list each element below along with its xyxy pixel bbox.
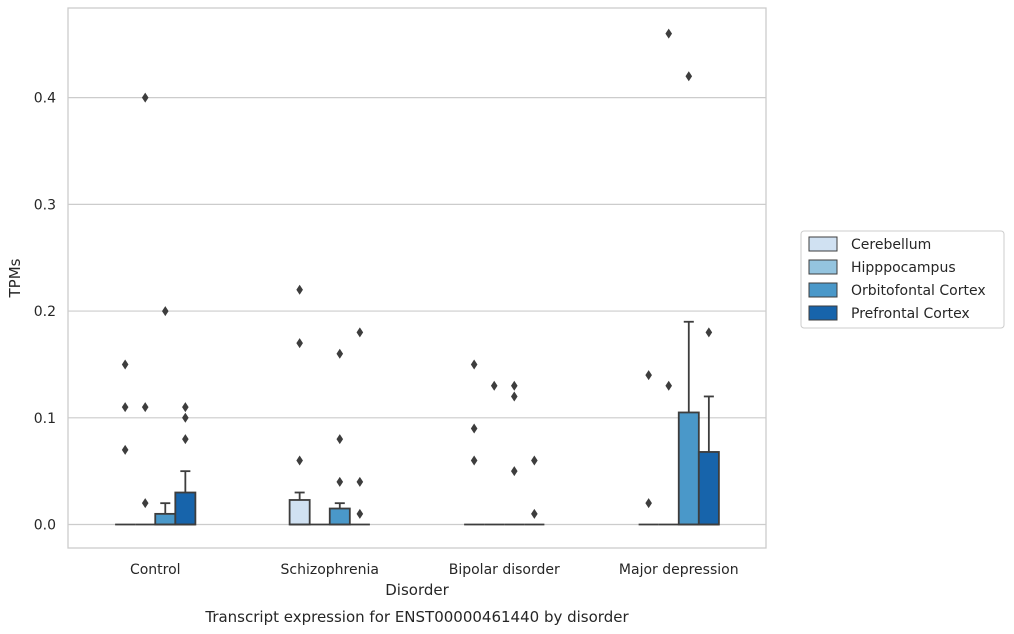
- outlier-marker: [490, 380, 498, 391]
- y-axis-ticks: 0.0 0.1 0.2 0.3 0.4: [34, 91, 56, 534]
- legend-label: Orbitofontal Cortex: [851, 283, 986, 299]
- x-tick-label: Major depression: [619, 562, 739, 578]
- outlier-marker: [121, 444, 129, 455]
- outlier-marker: [141, 402, 149, 413]
- outlier-marker: [182, 434, 189, 445]
- outlier-marker: [296, 455, 303, 466]
- legend-items: Cerebellum Hipppocampus Orbitofontal Corte…: [808, 236, 986, 322]
- box-body: [677, 411, 700, 526]
- x-axis-title: Disorder: [385, 581, 449, 599]
- outlier-marker: [531, 508, 538, 519]
- x-tick-label: Bipolar disorder: [449, 562, 560, 578]
- box-orbitofontal-cortex: [677, 320, 700, 526]
- grid-lines: [68, 97, 766, 526]
- legend-frame: [800, 230, 1005, 329]
- box-body: [154, 512, 177, 526]
- outlier-marker: [645, 370, 652, 381]
- outlier-marker: [356, 327, 364, 338]
- x-axis-ticks: Control Schizophrenia Bipolar disorder Majo…: [130, 562, 739, 578]
- legend-swatch: [808, 236, 838, 252]
- legend-label: Cerebellum: [851, 237, 931, 253]
- outlier-marker: [705, 327, 713, 338]
- outlier-marker: [141, 92, 149, 103]
- outlier-marker: [356, 508, 364, 519]
- chart-caption: Transcript expression for ENST0000046144…: [204, 608, 629, 626]
- outlier-marker: [336, 434, 344, 445]
- outlier-marker: [296, 284, 303, 295]
- outlier-marker: [161, 306, 169, 317]
- outlier-marker: [470, 359, 478, 370]
- legend-swatch: [808, 282, 838, 298]
- legend: Cerebellum Hipppocampus Orbitofontal Corte…: [800, 230, 1005, 329]
- outlier-marker: [141, 498, 149, 509]
- box-cerebellum: [288, 491, 311, 526]
- outlier-marker: [182, 402, 189, 413]
- outlier-marker: [182, 412, 189, 423]
- box-body: [174, 491, 197, 526]
- outlier-marker: [336, 348, 344, 359]
- outlier-marker: [470, 423, 478, 434]
- outlier-marker: [685, 71, 693, 82]
- legend-swatch: [808, 259, 838, 275]
- box-body: [697, 451, 720, 526]
- box-orbitofontal-cortex: [328, 502, 351, 526]
- outlier-marker: [121, 402, 129, 413]
- outlier-marker: [531, 455, 538, 466]
- plot-area-frame: [67, 7, 767, 549]
- y-tick-label: 0.4: [34, 91, 56, 107]
- outlier-marker: [356, 476, 364, 487]
- legend-swatch: [808, 305, 838, 321]
- legend-label: Prefrontal Cortex: [851, 306, 970, 322]
- legend-label: Hipppocampus: [851, 260, 956, 276]
- box-prefrontal-cortex: [697, 395, 720, 526]
- box-orbitofontal-cortex: [154, 502, 177, 526]
- outlier-marker: [510, 466, 518, 477]
- x-tick-label: Schizophrenia: [281, 562, 379, 578]
- outlier-marker: [665, 28, 673, 39]
- y-axis-title: TPMs: [6, 258, 24, 298]
- y-tick-label: 0.0: [34, 518, 56, 534]
- outlier-markers: [121, 28, 713, 519]
- outlier-marker: [121, 359, 129, 370]
- box-body: [328, 507, 351, 526]
- y-tick-label: 0.3: [34, 197, 56, 213]
- box-body: [288, 499, 311, 526]
- outlier-marker: [510, 391, 518, 402]
- y-tick-label: 0.1: [34, 411, 56, 427]
- outlier-marker: [296, 338, 303, 349]
- x-tick-label: Control: [130, 562, 181, 578]
- outlier-marker: [470, 455, 478, 466]
- y-tick-label: 0.2: [34, 304, 56, 320]
- outlier-marker: [510, 380, 518, 391]
- box-prefrontal-cortex: [174, 470, 197, 526]
- outlier-marker: [336, 476, 344, 487]
- boxes: [115, 320, 720, 526]
- outlier-marker: [645, 498, 652, 509]
- outlier-marker: [665, 380, 673, 391]
